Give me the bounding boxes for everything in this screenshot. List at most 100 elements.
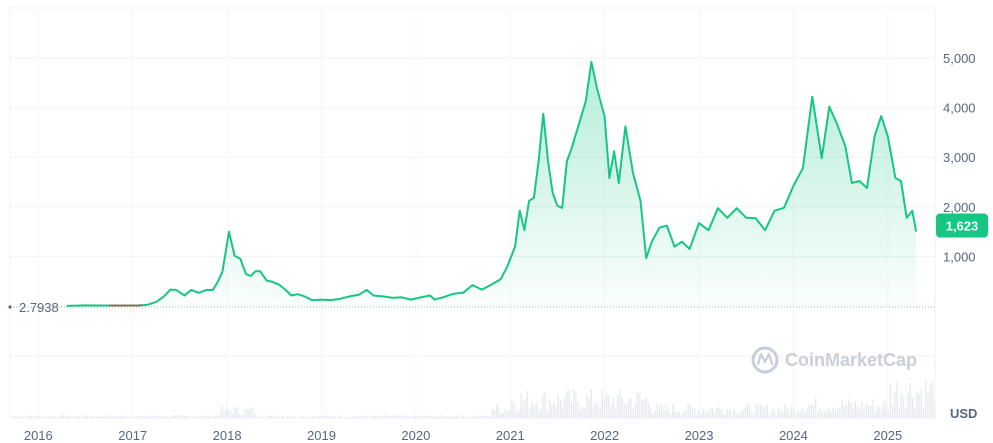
volume-bar (669, 413, 672, 418)
volume-bar (216, 416, 218, 418)
current-price-badge: 1,623 (936, 213, 988, 238)
volume-bar (562, 406, 564, 418)
volume-bar (441, 415, 443, 418)
volume-bar (194, 416, 196, 418)
x-tick-label: 2025 (873, 428, 902, 443)
volume-bar (42, 416, 45, 418)
volume-bar (27, 415, 29, 418)
volume-bar (423, 415, 425, 418)
volume-bar (185, 415, 188, 418)
volume-bar (489, 416, 491, 418)
volume-bar (894, 392, 896, 418)
start-price-marker: 2.7938 (8, 300, 59, 315)
volume-bar (522, 401, 524, 418)
volume-bar (25, 417, 27, 418)
volume-bar (311, 416, 313, 418)
volume-bar (322, 415, 324, 418)
volume-bar (287, 416, 289, 418)
volume-bar (832, 408, 834, 418)
volume-bar (597, 404, 599, 418)
volume-bar (819, 407, 821, 418)
volume-bar (749, 404, 751, 418)
volume-bar (190, 417, 192, 418)
volume-bar (196, 416, 199, 418)
volume-bar (458, 417, 460, 418)
volume-bar (828, 408, 830, 418)
volume-bar (856, 405, 859, 418)
volume-bar (14, 416, 16, 418)
current-price-label: 1,623 (946, 219, 979, 234)
volume-bar (487, 415, 489, 418)
volume-bar (212, 416, 214, 418)
volume-bar (647, 402, 650, 418)
volume-bar (581, 406, 584, 418)
volume-bar (119, 416, 122, 418)
volume-bar (82, 416, 84, 418)
volume-bar (397, 415, 399, 418)
volume-bar (91, 416, 93, 418)
volume-bar (273, 417, 276, 418)
volume-bar (535, 402, 537, 418)
volume-bar (236, 406, 238, 418)
price-area (66, 61, 917, 307)
volume-bar (161, 416, 163, 418)
volume-bar (113, 416, 115, 418)
volume-bar (768, 414, 771, 418)
volume-bar (878, 406, 881, 418)
volume-bar (485, 416, 487, 418)
volume-bar (337, 417, 339, 418)
volume-bar (100, 416, 102, 418)
volume-bar (863, 409, 865, 418)
volume-bar (564, 396, 566, 418)
volume-bar (381, 416, 383, 418)
volume-bar (905, 408, 907, 418)
volume-bar (700, 413, 702, 418)
volume-bar (696, 414, 698, 418)
volume-bar (742, 409, 744, 418)
volume-bar (93, 416, 95, 418)
volume-bar (843, 406, 845, 418)
volume-bar (394, 415, 397, 418)
volume-bar (573, 389, 575, 418)
volume-bar (610, 405, 612, 418)
volume-bar (757, 403, 760, 418)
volume-bar (672, 404, 674, 418)
volume-bar (379, 415, 381, 418)
x-tick-label: 2016 (24, 428, 53, 443)
volume-bar (269, 415, 271, 418)
volume-bar (45, 416, 47, 418)
volume-bar (238, 413, 240, 418)
x-tick-label: 2017 (118, 428, 147, 443)
volume-bar (34, 416, 36, 418)
volume-bar (861, 400, 863, 418)
volume-bar (544, 391, 546, 418)
volume-bar (49, 417, 51, 418)
volume-bar (71, 416, 73, 418)
volume-bar (304, 417, 306, 418)
volume-bar (784, 403, 786, 418)
volume-bar (518, 410, 520, 418)
volume-bar (416, 415, 419, 418)
x-tick-label: 2020 (401, 428, 430, 443)
volume-bar (586, 394, 588, 418)
volume-bar (595, 403, 597, 418)
volume-bar (64, 417, 67, 418)
volume-bar (421, 415, 423, 418)
volume-bar (75, 416, 78, 418)
volume-bar (328, 415, 331, 418)
volume-bar (405, 415, 408, 418)
volume-bar (157, 416, 159, 418)
volume-bar (460, 415, 463, 418)
price-area-fill (66, 61, 917, 307)
volume-bar (31, 416, 34, 418)
volume-bar (683, 410, 685, 418)
volume-bar (449, 416, 452, 418)
volume-bar (419, 416, 421, 418)
volume-bar (78, 415, 80, 418)
volume-bar (848, 398, 850, 418)
volume-bar (689, 405, 691, 418)
volume-bar (168, 417, 170, 418)
volume-bar (570, 402, 573, 418)
